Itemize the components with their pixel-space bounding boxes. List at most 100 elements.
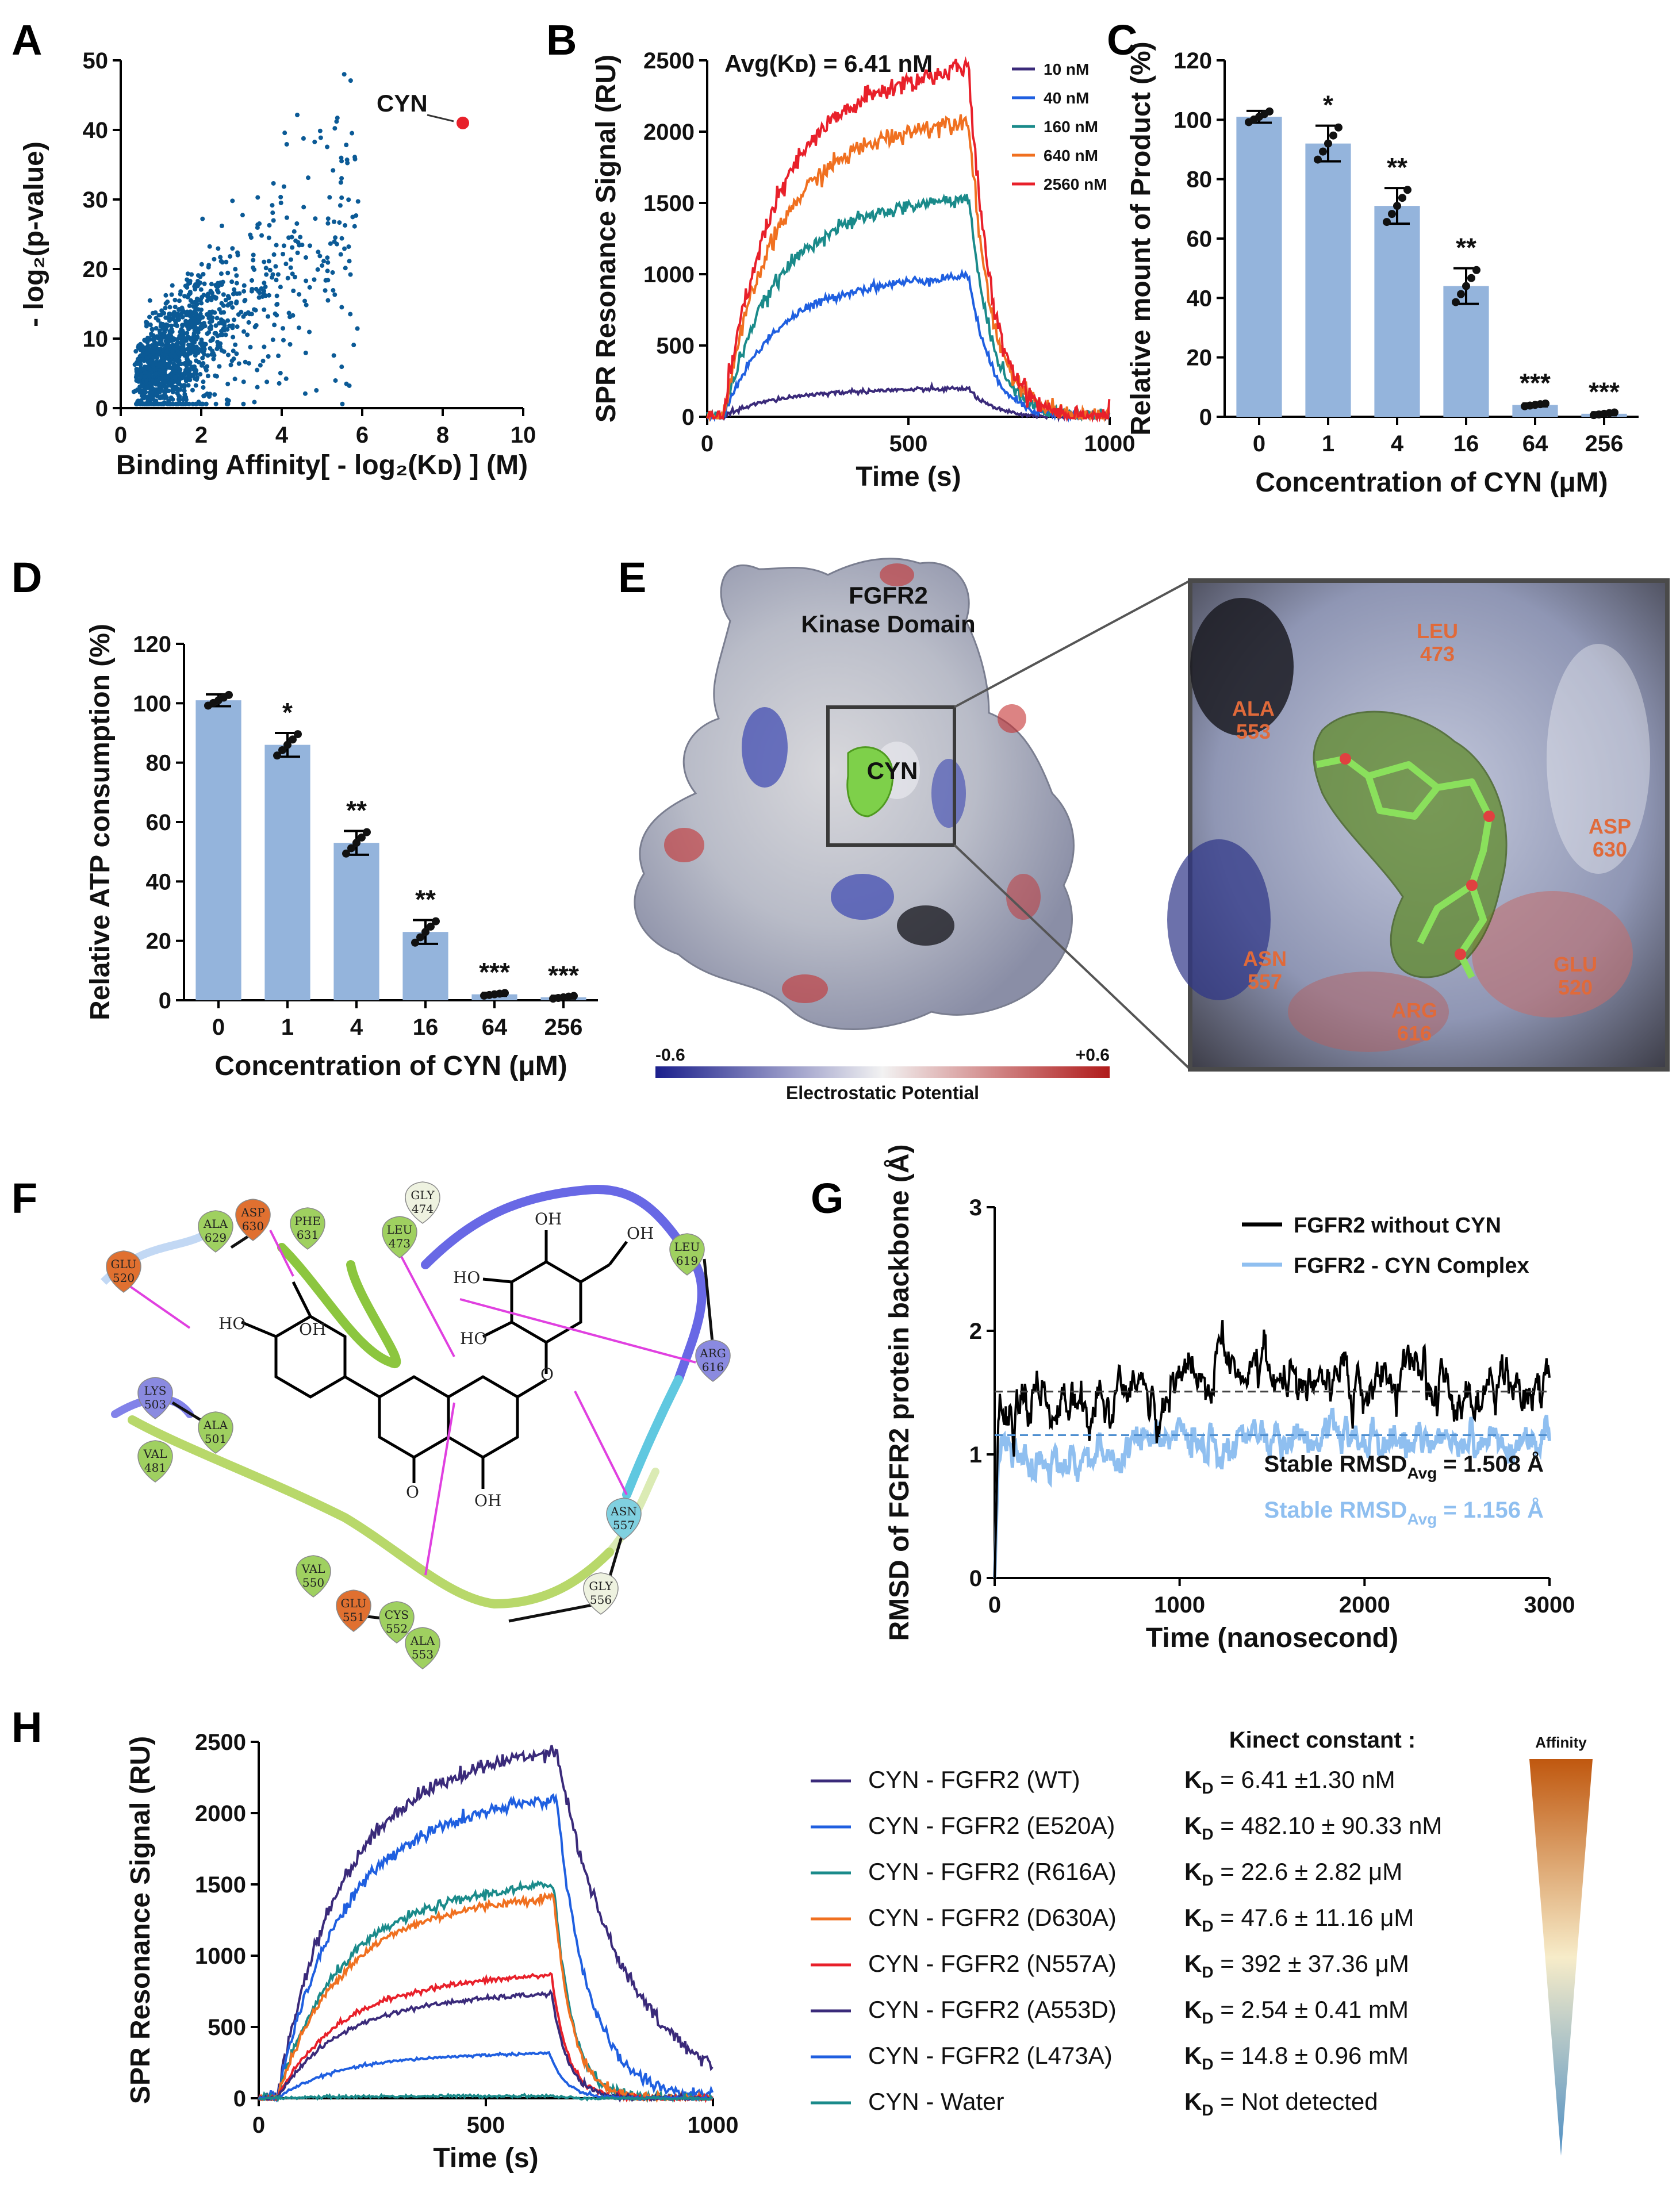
scatter-point [225, 318, 231, 323]
y-tick-label: 2500 [195, 1730, 246, 1755]
scatter-point [251, 258, 256, 263]
x-tick-label: 3000 [1524, 1592, 1575, 1618]
scatter-point [214, 316, 220, 321]
scatter-point [330, 270, 335, 275]
scatter-point [287, 341, 293, 347]
y-tick-label: 0 [1199, 405, 1212, 430]
scatter-point [201, 393, 206, 398]
scatter-point [262, 307, 267, 312]
residue-3d-number: 630 [1593, 838, 1627, 861]
scatter-point [188, 309, 193, 314]
scatter-point [264, 379, 270, 385]
scatter-point [289, 235, 294, 240]
scatter-point [241, 329, 247, 334]
scatter-point [212, 256, 217, 262]
y-tick-label: 500 [656, 333, 695, 359]
scatter-point [160, 367, 166, 373]
scatter-point [185, 356, 190, 361]
scatter-point [270, 203, 275, 208]
scatter-point [139, 384, 144, 389]
scatter-point [145, 385, 150, 390]
x-tick-label: 500 [467, 2113, 505, 2138]
scatter-point [167, 318, 172, 323]
esp-min: -0.6 [655, 1046, 685, 1065]
zoom-box [826, 705, 956, 847]
scatter-point [262, 289, 267, 294]
scatter-point [221, 310, 227, 315]
scatter-point [317, 254, 323, 259]
residue-number: 481 [144, 1461, 166, 1475]
residue-number: 630 [242, 1219, 264, 1233]
scatter-point [230, 198, 235, 204]
scatter-point [347, 259, 352, 264]
data-dot [225, 690, 233, 699]
scatter-point [228, 254, 233, 259]
scatter-point [178, 313, 183, 318]
significance-mark: ** [415, 885, 436, 915]
residue-name: ARG [699, 1346, 726, 1360]
scatter-point [185, 334, 190, 339]
scatter-point [343, 266, 348, 271]
scatter-point [325, 268, 330, 274]
scatter-point [240, 213, 245, 218]
scatter-point [312, 277, 317, 282]
scatter-point [147, 336, 152, 341]
cyn-arrow [427, 114, 454, 122]
scatter-point [145, 366, 151, 371]
scatter-point [260, 358, 266, 363]
scatter-point [213, 401, 218, 406]
panel-label-h: H [11, 1703, 42, 1751]
panel-b-spr-curves: 0 500 1000 1500 2000 2500 0 500 1000 Time (s) SPR … [591, 48, 1135, 492]
residue-marker [198, 1411, 233, 1454]
scatter-point [159, 377, 164, 382]
scatter-point [290, 245, 295, 250]
scatter-point [332, 292, 337, 297]
scatter-point [169, 327, 174, 332]
kd-value: KD = 6.41 ±1.30 nM [1184, 1766, 1395, 1797]
scatter-point [229, 279, 235, 285]
scatter-point [187, 281, 193, 286]
scatter-point [333, 378, 338, 383]
data-dot [501, 989, 509, 997]
scatter-point [131, 389, 136, 394]
scatter-point [246, 320, 251, 325]
scatter-point [183, 351, 188, 356]
ligand-surface [1313, 711, 1508, 978]
chart-title: Avg(Kᴅ) = 6.41 nM [724, 50, 933, 77]
protein-surface [634, 558, 1075, 1030]
scatter-point [333, 235, 338, 240]
residue-name: GLY [411, 1188, 435, 1202]
x-tick-label: 4 [1391, 431, 1404, 456]
x-axis-label: Time (s) [856, 462, 961, 492]
residue-name: ALA [203, 1217, 228, 1231]
residue-3d-name: GLU [1554, 953, 1597, 976]
data-dot [421, 928, 429, 936]
scatter-point [213, 373, 218, 378]
scatter-point [195, 279, 201, 284]
residue-number: 474 [412, 1202, 434, 1216]
scatter-point [198, 287, 204, 292]
rmsd-series-complex [993, 1407, 1551, 1579]
scatter-point [168, 401, 173, 406]
scatter-point [208, 346, 213, 351]
data-dot [1467, 274, 1475, 282]
y-tick-label: 60 [1187, 226, 1213, 252]
y-tick-label: 100 [1173, 107, 1212, 133]
rmsd-series-apo [994, 1320, 1551, 1579]
scatter-point [157, 396, 162, 401]
scatter-point [300, 243, 305, 248]
scatter-point [198, 312, 203, 317]
scatter-point [295, 250, 300, 255]
scatter-point [274, 313, 279, 318]
legend-label: CYN - FGFR2 (N557A) [868, 1950, 1117, 1977]
residue-marker [606, 1498, 642, 1540]
scatter-point [295, 112, 300, 117]
scatter-point [175, 365, 180, 370]
scatter-point [278, 371, 283, 376]
scatter-point [183, 395, 189, 400]
data-dot [278, 746, 286, 754]
data-dot [427, 922, 435, 931]
data-dot [1472, 266, 1480, 274]
scatter-point [154, 392, 159, 397]
